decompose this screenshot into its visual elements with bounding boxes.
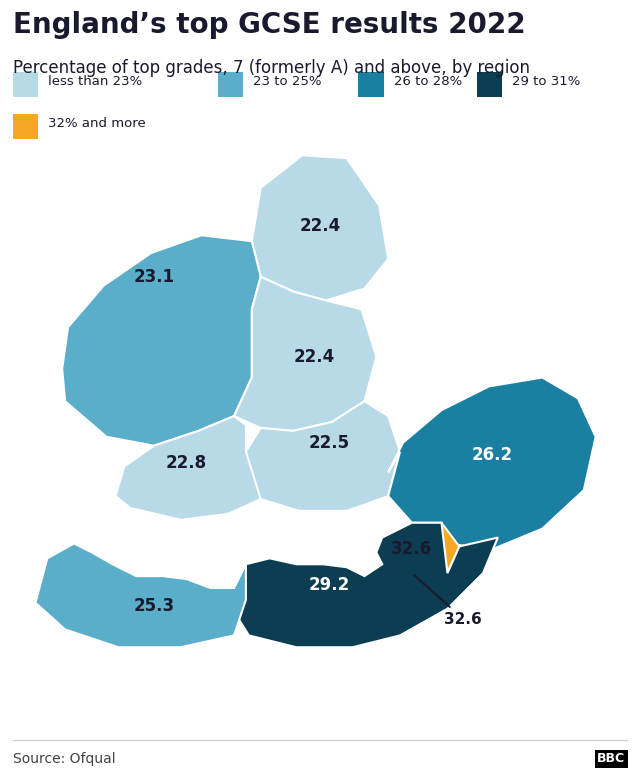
- Text: Source: Ofqual: Source: Ofqual: [13, 752, 115, 766]
- Text: 32.6: 32.6: [391, 541, 433, 558]
- Text: 22.5: 22.5: [308, 434, 349, 452]
- FancyBboxPatch shape: [477, 72, 502, 97]
- Polygon shape: [234, 523, 498, 647]
- FancyBboxPatch shape: [13, 114, 38, 139]
- FancyBboxPatch shape: [358, 72, 384, 97]
- Text: 26.2: 26.2: [471, 445, 513, 463]
- Polygon shape: [388, 378, 596, 549]
- Polygon shape: [246, 401, 400, 511]
- Text: BBC: BBC: [597, 753, 625, 765]
- Text: Percentage of top grades, 7 (formerly A) and above, by region: Percentage of top grades, 7 (formerly A)…: [13, 59, 530, 77]
- Text: 23 to 25%: 23 to 25%: [253, 75, 321, 88]
- Text: 22.4: 22.4: [300, 218, 340, 236]
- Text: less than 23%: less than 23%: [48, 75, 142, 88]
- Text: England’s top GCSE results 2022: England’s top GCSE results 2022: [13, 11, 525, 39]
- Text: 22.4: 22.4: [294, 348, 335, 366]
- Polygon shape: [234, 277, 376, 431]
- Polygon shape: [115, 416, 260, 519]
- FancyBboxPatch shape: [13, 72, 38, 97]
- Text: 32% and more: 32% and more: [48, 117, 146, 130]
- FancyBboxPatch shape: [218, 72, 243, 97]
- Polygon shape: [376, 523, 460, 576]
- Text: 25.3: 25.3: [134, 597, 175, 615]
- Text: 29 to 31%: 29 to 31%: [512, 75, 580, 88]
- Polygon shape: [252, 155, 388, 300]
- Text: 32.6: 32.6: [414, 575, 482, 626]
- Text: 29.2: 29.2: [308, 576, 349, 594]
- Text: 22.8: 22.8: [166, 455, 207, 473]
- Polygon shape: [35, 544, 246, 647]
- Polygon shape: [62, 236, 260, 445]
- Text: 26 to 28%: 26 to 28%: [394, 75, 462, 88]
- Text: 23.1: 23.1: [134, 268, 175, 285]
